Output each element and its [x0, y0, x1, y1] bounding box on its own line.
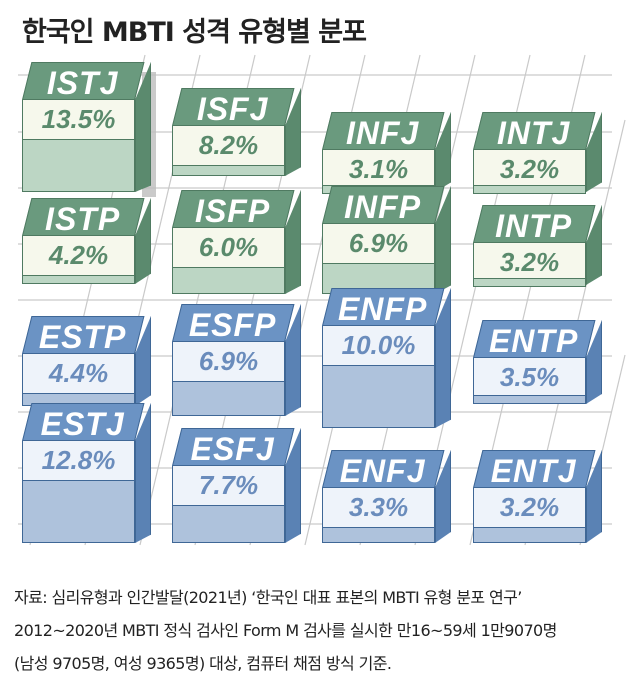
block-isfj: ISFJ 8.2%: [172, 88, 301, 176]
block-istj: ISTJ 13.5%: [22, 62, 156, 197]
type-percent: 3.2%: [499, 247, 560, 277]
type-percent: 6.9%: [198, 346, 259, 376]
type-code: ISTJ: [46, 65, 119, 101]
block-enfj: ENFJ 3.3%: [322, 450, 451, 543]
source-line-2: 2012~2020년 MBTI 정식 검사인 Form M 검사를 실시한 만1…: [14, 621, 557, 640]
type-code: ENTP: [488, 323, 579, 359]
type-code: ESFJ: [190, 431, 275, 467]
block-istp: ISTP 4.2%: [22, 198, 151, 284]
type-percent: 12.8%: [41, 445, 116, 475]
type-code: INFJ: [345, 115, 420, 151]
block-entp: ENTP 3.5%: [473, 320, 602, 404]
type-percent: 6.0%: [198, 232, 259, 262]
source-line-1: 자료: 심리유형과 인간발달(2021년) ‘한국인 대표 표본의 MBTI 유…: [14, 588, 522, 607]
type-percent: 8.2%: [198, 130, 259, 160]
type-code: ESTJ: [40, 406, 125, 442]
block-esfj: ESFJ 7.7%: [172, 428, 301, 543]
block-entj: ENTJ 3.2%: [473, 450, 602, 543]
type-percent: 7.7%: [198, 470, 259, 500]
type-code: ESFP: [188, 307, 277, 343]
block-estp: ESTP 4.4%: [22, 316, 151, 406]
type-code: INFP: [344, 189, 422, 225]
type-percent: 3.3%: [348, 492, 409, 522]
type-percent: 3.5%: [499, 362, 560, 392]
type-code: ENFP: [337, 291, 428, 327]
type-percent: 10.0%: [341, 330, 416, 360]
source-line-3: (남성 9705명, 여성 9365명) 대상, 컴퓨터 채점 방식 기준.: [14, 654, 392, 673]
type-code: ISTP: [45, 201, 121, 237]
type-code: ENFJ: [339, 453, 426, 489]
block-isfp: ISFP 6.0%: [172, 190, 301, 294]
type-percent: 13.5%: [41, 104, 116, 134]
block-esfp: ESFP 6.9%: [172, 304, 301, 416]
type-percent: 3.2%: [499, 492, 560, 522]
type-percent: 3.1%: [348, 154, 409, 184]
type-code: ESTP: [38, 319, 127, 355]
type-percent: 4.4%: [48, 358, 109, 388]
type-code: ENTJ: [490, 453, 577, 489]
block-intp: INTP 3.2%: [473, 205, 602, 287]
type-percent: 6.9%: [348, 228, 409, 258]
block-estj: ESTJ 12.8%: [22, 403, 151, 543]
type-code: ISFP: [195, 193, 271, 229]
type-percent: 4.2%: [48, 240, 109, 270]
block-infj: INFJ 3.1%: [322, 112, 451, 194]
block-infp: INFP 6.9%: [322, 186, 451, 294]
type-percent: 3.2%: [499, 154, 560, 184]
chart-title: 한국인 MBTI 성격 유형별 분포: [22, 17, 367, 48]
block-intj: INTJ 3.2%: [473, 112, 602, 194]
type-code: INTJ: [496, 115, 571, 151]
type-code: ISFJ: [196, 91, 269, 127]
type-code: INTP: [495, 208, 573, 244]
block-enfp: ENFP 10.0%: [322, 288, 451, 428]
